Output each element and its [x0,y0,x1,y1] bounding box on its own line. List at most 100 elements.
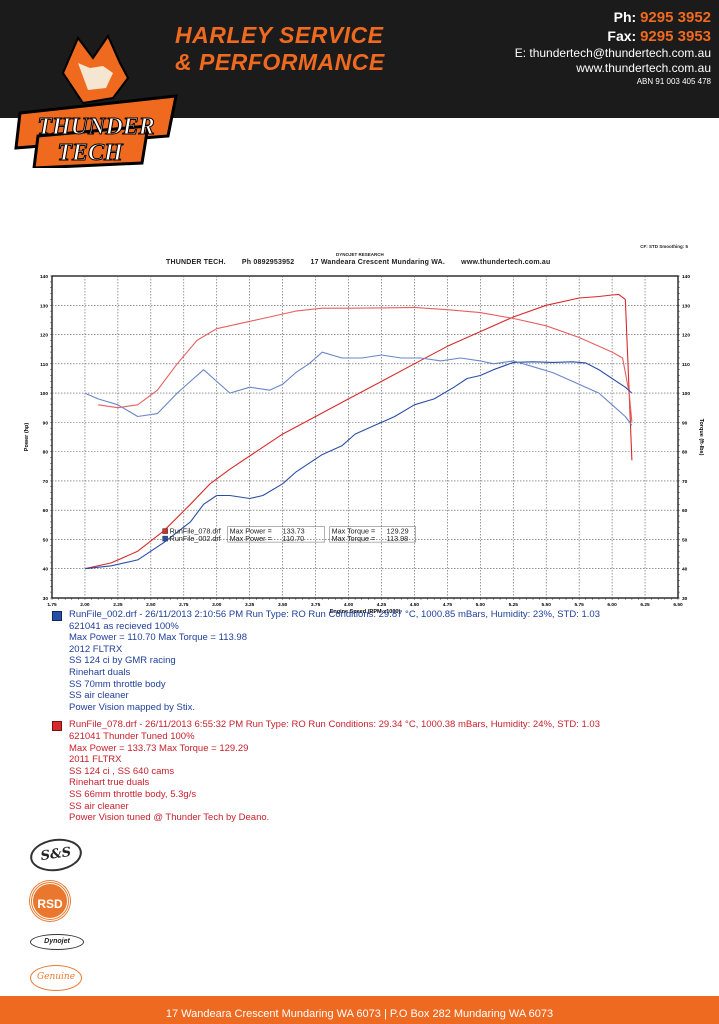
x-tick-label: 5.50 [542,602,552,608]
y-tick-label: 110 [40,362,48,368]
y2-tick-label: 130 [682,303,690,309]
run-blue-line: Power Vision mapped by Stix. [69,701,196,713]
dyno-chart: 1.75 2.00 2.25 2.50 2.75 3.00 3.25 3.50 3.75 4.00… [24,274,704,615]
x-tick-label: 2.50 [146,602,156,608]
run-red-line: SS 124 ci , SS 640 cams [69,765,175,777]
y2-tick-label: 110 [682,362,690,368]
plot-frame [51,275,679,599]
y-tick-label: 130 [40,303,48,309]
legend-power-box [227,526,325,543]
email-link[interactable]: E: thundertech@thundertech.com.au [514,46,711,60]
x-tick-label: 6.25 [640,602,650,608]
run-red-line: SS air cleaner [69,800,129,812]
y2-tick-label: 40 [682,567,688,573]
thunder-tech-logo: THUNDER TECH [14,33,178,168]
phone-line: Ph: 9295 3952 [515,8,711,27]
svg-text:TECH: TECH [57,140,124,166]
run-blue: RunFile_002.drf - 26/11/2013 2:10:56 PM … [52,609,692,713]
legend-swatch [162,528,168,534]
correction-factor-label: CF: STD Smoothing: 5 [640,244,688,249]
run-red-line: 621041 Thunder Tuned 100% [69,730,195,742]
page-footer: 17 Wandeara Crescent Mundaring WA 6073 |… [0,996,719,1024]
brand-line-2: & PERFORMANCE [175,49,385,75]
dynojet-research-label: DYNOJET RESEARCH [336,252,384,257]
fax-number: 9295 3953 [640,28,711,45]
y-tick-label: 120 [40,333,48,339]
y-tick-label: 30 [43,596,49,602]
x-tick-label: 2.75 [179,602,189,608]
run-blue-line: Rinehart duals [69,666,131,678]
run-red-header: RunFile_078.drf - 26/11/2013 6:55:32 PM … [69,719,600,731]
y2-tick-label: 100 [682,391,690,397]
y-tick-label: 70 [43,479,49,485]
x-tick-label: 4.00 [344,602,354,608]
series-line-blue-torque [84,351,633,426]
y-tick-label: 50 [43,537,49,543]
contact-block: Ph: 9295 3952 Fax: 9295 3953 E: thundert… [515,8,711,87]
run-red: RunFile_078.drf - 26/11/2013 6:55:32 PM … [52,719,692,823]
run-red-line: 2011 FLTRX [69,754,122,766]
page-header: THUNDER TECH HARLEY SERVICE & PERFORMANC… [0,0,719,168]
x-tick-label: 5.75 [574,602,584,608]
run-blue-swatch [52,611,62,621]
shop-name: THUNDER TECH. [166,259,226,266]
legend-torque-value: 129.29 [387,527,409,536]
run-blue-line: 621041 as recieved 100% [69,620,179,632]
ss-logo: S&S [28,835,84,875]
x-tick-label: 5.25 [509,602,519,608]
y2-tick-label: 140 [682,274,690,280]
legend-swatch [162,535,168,542]
y-tick-label: 60 [43,508,49,514]
series-line-red-power [84,293,633,570]
y2-axis-label: Torque (ft-lbs) [698,419,704,456]
x-tick-label: 6.50 [673,602,683,608]
run-blue-line: SS 124 ci by GMR racing [69,655,176,667]
fax-label: Fax: [607,28,637,44]
legend-file: RunFile_078.drf [170,527,221,536]
series-line-red-torque [98,306,633,423]
brand-line-1: HARLEY SERVICE [175,22,384,48]
genuine-logo: Genuine [30,965,82,991]
run-red-line: Max Power = 133.73 Max Torque = 129.29 [69,742,249,754]
brand-title: HARLEY SERVICE & PERFORMANCE [175,22,385,76]
legend-file: RunFile_002.drf [170,534,221,543]
run-blue-line: Max Power = 110.70 Max Torque = 113.98 [69,632,247,644]
x-tick-label: 3.75 [311,602,321,608]
run-red-swatch [52,721,62,732]
x-axis-label: Engine Speed (RPM x1000) [330,609,401,615]
x-tick-label: 4.25 [377,602,387,608]
dyno-sheet: DYNOJET RESEARCH CF: STD Smoothing: 5 TH… [18,244,708,616]
legend-power-value: 133.73 [283,527,305,536]
x-tick-label: 1.75 [47,602,57,608]
run-red-line: Rinehart true duals [69,777,150,789]
run-blue-line: SS 70mm throttle body [69,678,166,690]
x-tick-label: 2.25 [113,602,123,608]
legend-torque-label: Max Torque = [332,534,376,543]
y-tick-label: 40 [43,567,49,573]
legend-torque-label: Max Torque = [332,527,376,536]
legend-power-value: 110.70 [283,534,304,543]
y-tick-label: 90 [43,420,49,426]
rsd-logo: RSD [30,881,70,921]
dynojet-logo: Dynojet [30,934,84,950]
y2-tick-label: 30 [682,596,688,602]
website-link[interactable]: www.thundertech.com.au [576,61,711,75]
x-tick-label: 4.50 [410,602,420,608]
run-red-line: Power Vision tuned @ Thunder Tech by Dea… [69,812,270,824]
y2-tick-label: 50 [682,537,688,543]
y2-tick-label: 90 [682,420,688,426]
x-tick-label: 3.00 [212,602,222,608]
phone-number[interactable]: 9295 3952 [640,9,711,26]
legend-power-label: Max Power = [230,527,272,536]
sheet-header: THUNDER TECH. Ph 0892953952 17 Wandeara … [166,259,565,266]
x-tick-label: 2.00 [80,602,90,608]
x-tick-label: 4.75 [443,602,453,608]
shop-phone: Ph 0892953952 [241,259,295,266]
x-tick-label: 3.25 [245,602,255,608]
y2-tick-label: 70 [682,479,688,485]
abn-text: ABN 91 003 405 478 [636,77,711,86]
y-axis-label: Power (hp) [24,423,30,452]
legend-torque-value: 113.98 [387,534,408,543]
run-blue-line: 2012 FLTRX [69,643,123,655]
y2-tick-label: 60 [682,508,688,514]
